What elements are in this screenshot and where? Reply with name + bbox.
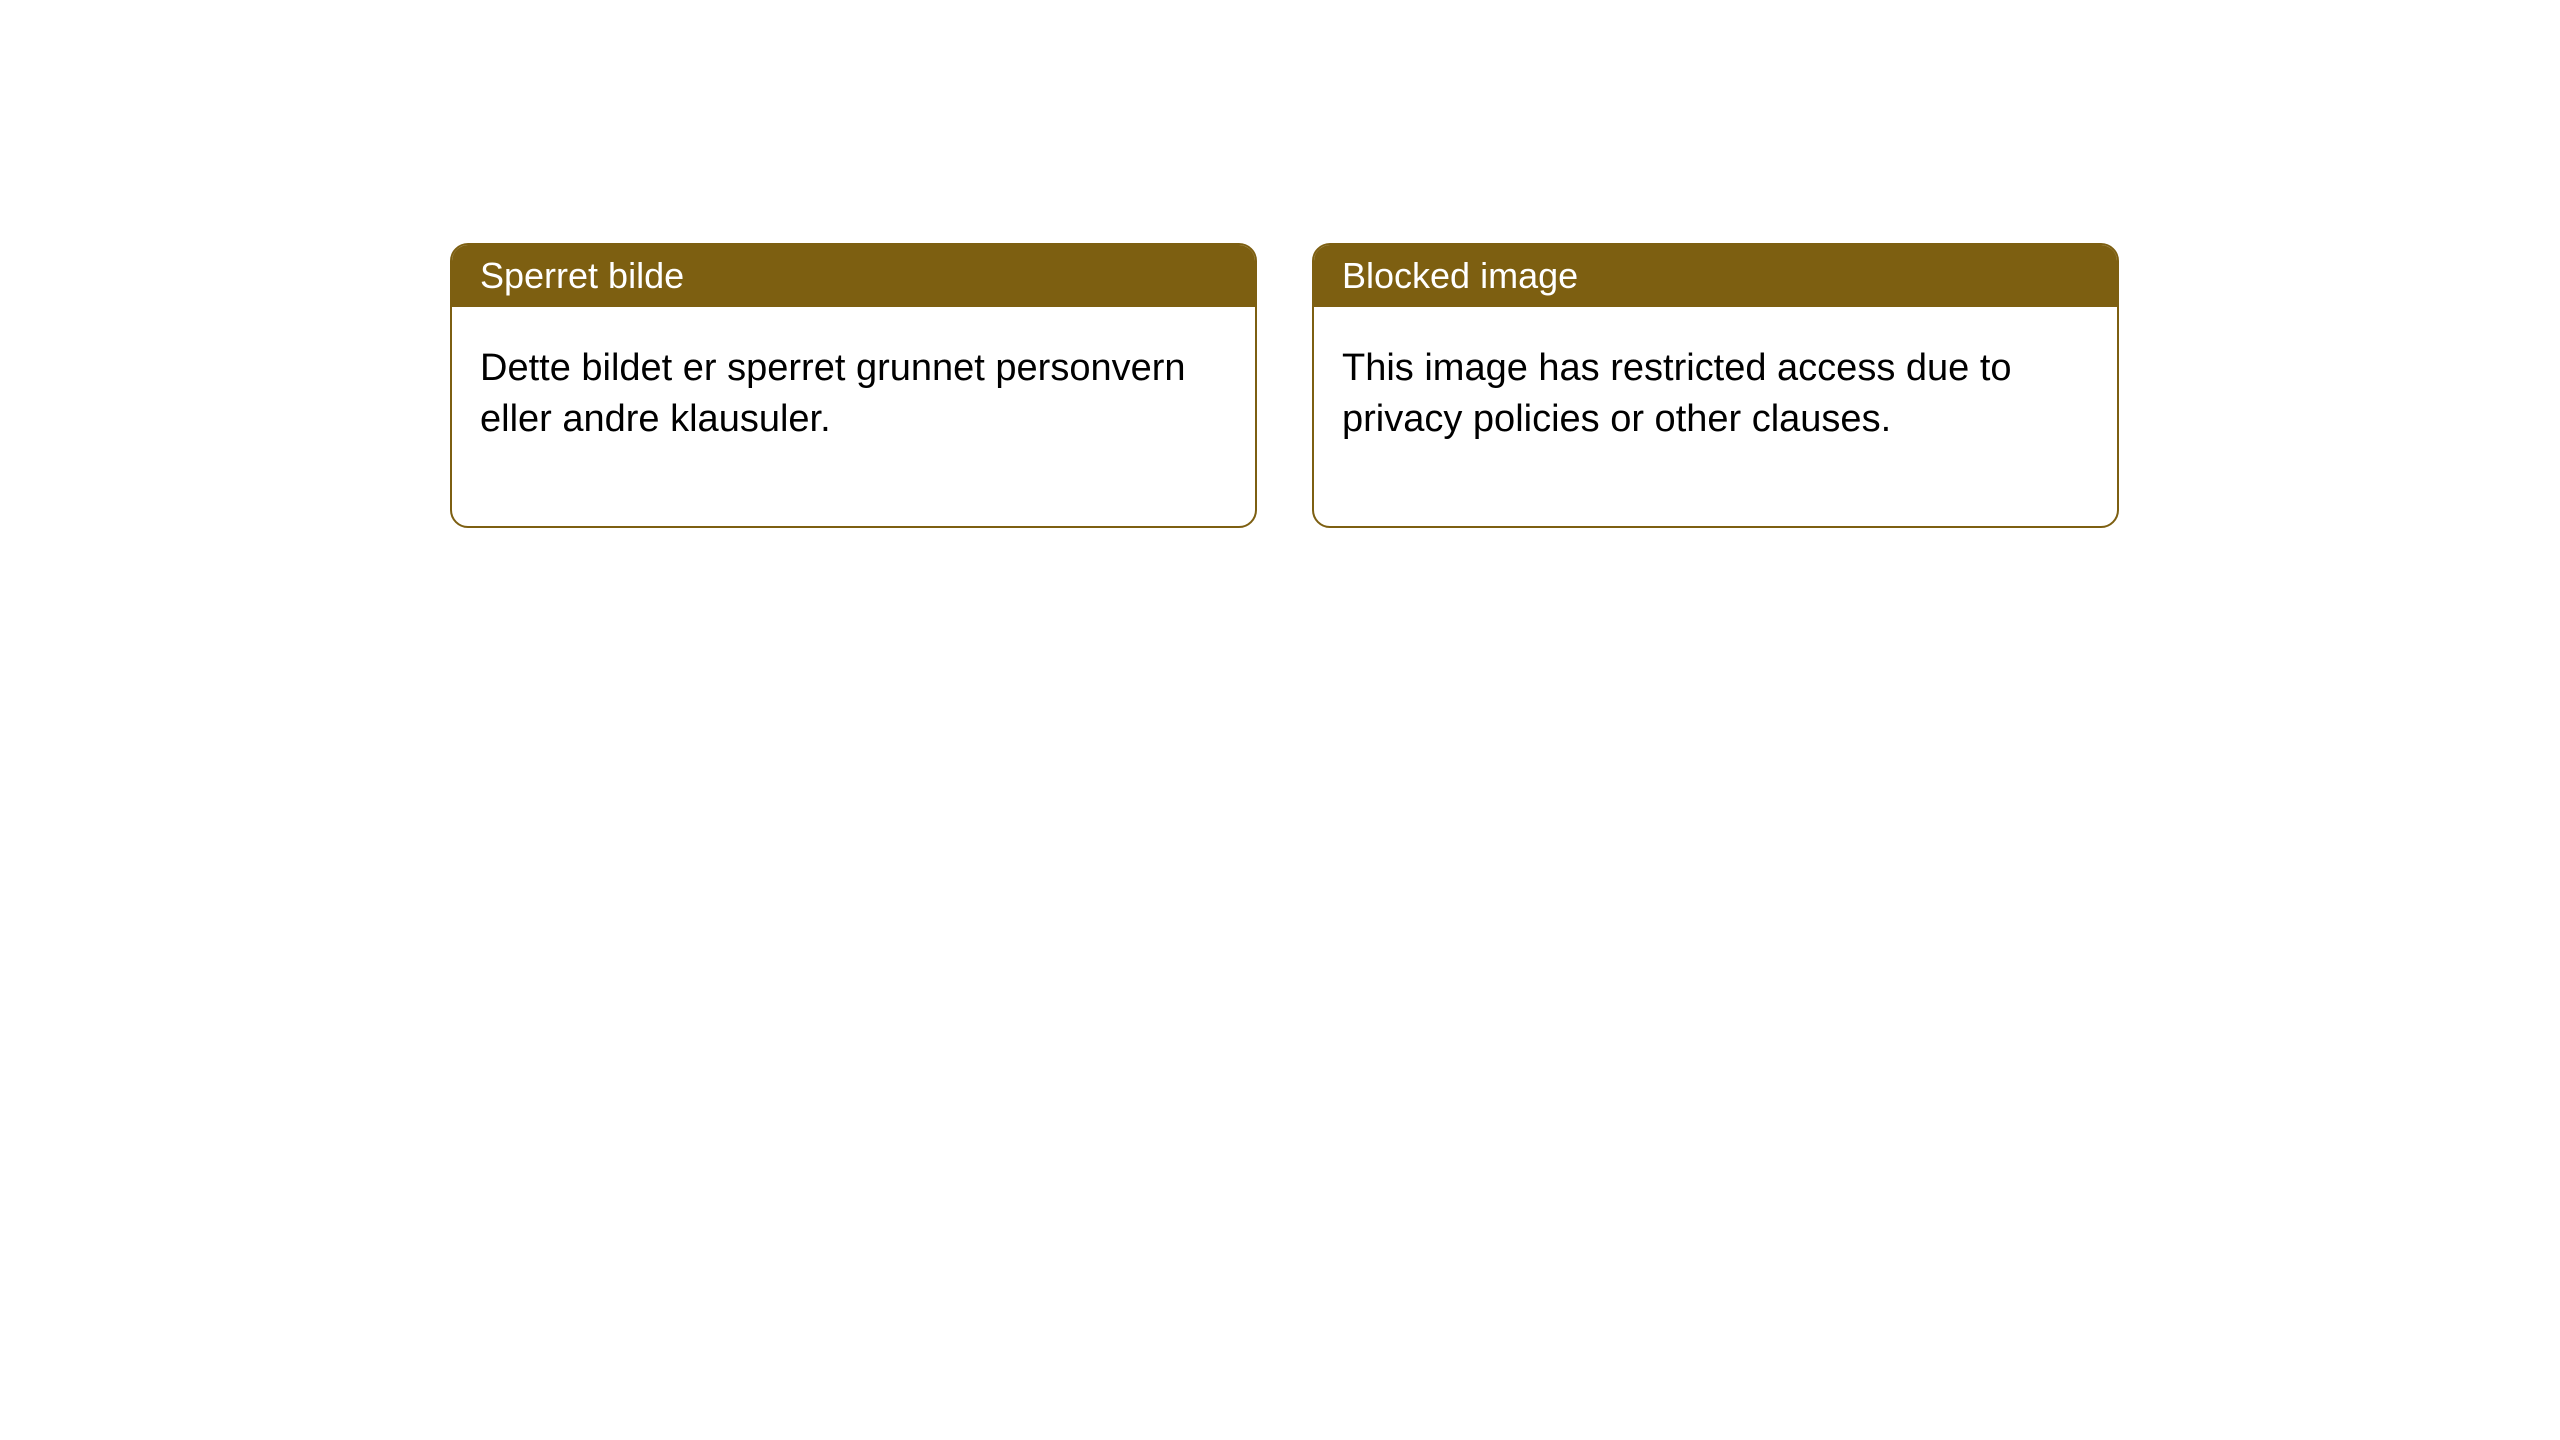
card-title: Sperret bilde [480, 255, 684, 296]
card-header: Sperret bilde [452, 245, 1255, 307]
notice-card-english: Blocked image This image has restricted … [1312, 243, 2119, 528]
card-title: Blocked image [1342, 255, 1578, 296]
card-body: This image has restricted access due to … [1314, 307, 2117, 526]
notice-cards-container: Sperret bilde Dette bildet er sperret gr… [450, 243, 2119, 528]
card-header: Blocked image [1314, 245, 2117, 307]
card-body-text: This image has restricted access due to … [1342, 347, 2012, 440]
card-body: Dette bildet er sperret grunnet personve… [452, 307, 1255, 526]
card-body-text: Dette bildet er sperret grunnet personve… [480, 347, 1186, 440]
notice-card-norwegian: Sperret bilde Dette bildet er sperret gr… [450, 243, 1257, 528]
